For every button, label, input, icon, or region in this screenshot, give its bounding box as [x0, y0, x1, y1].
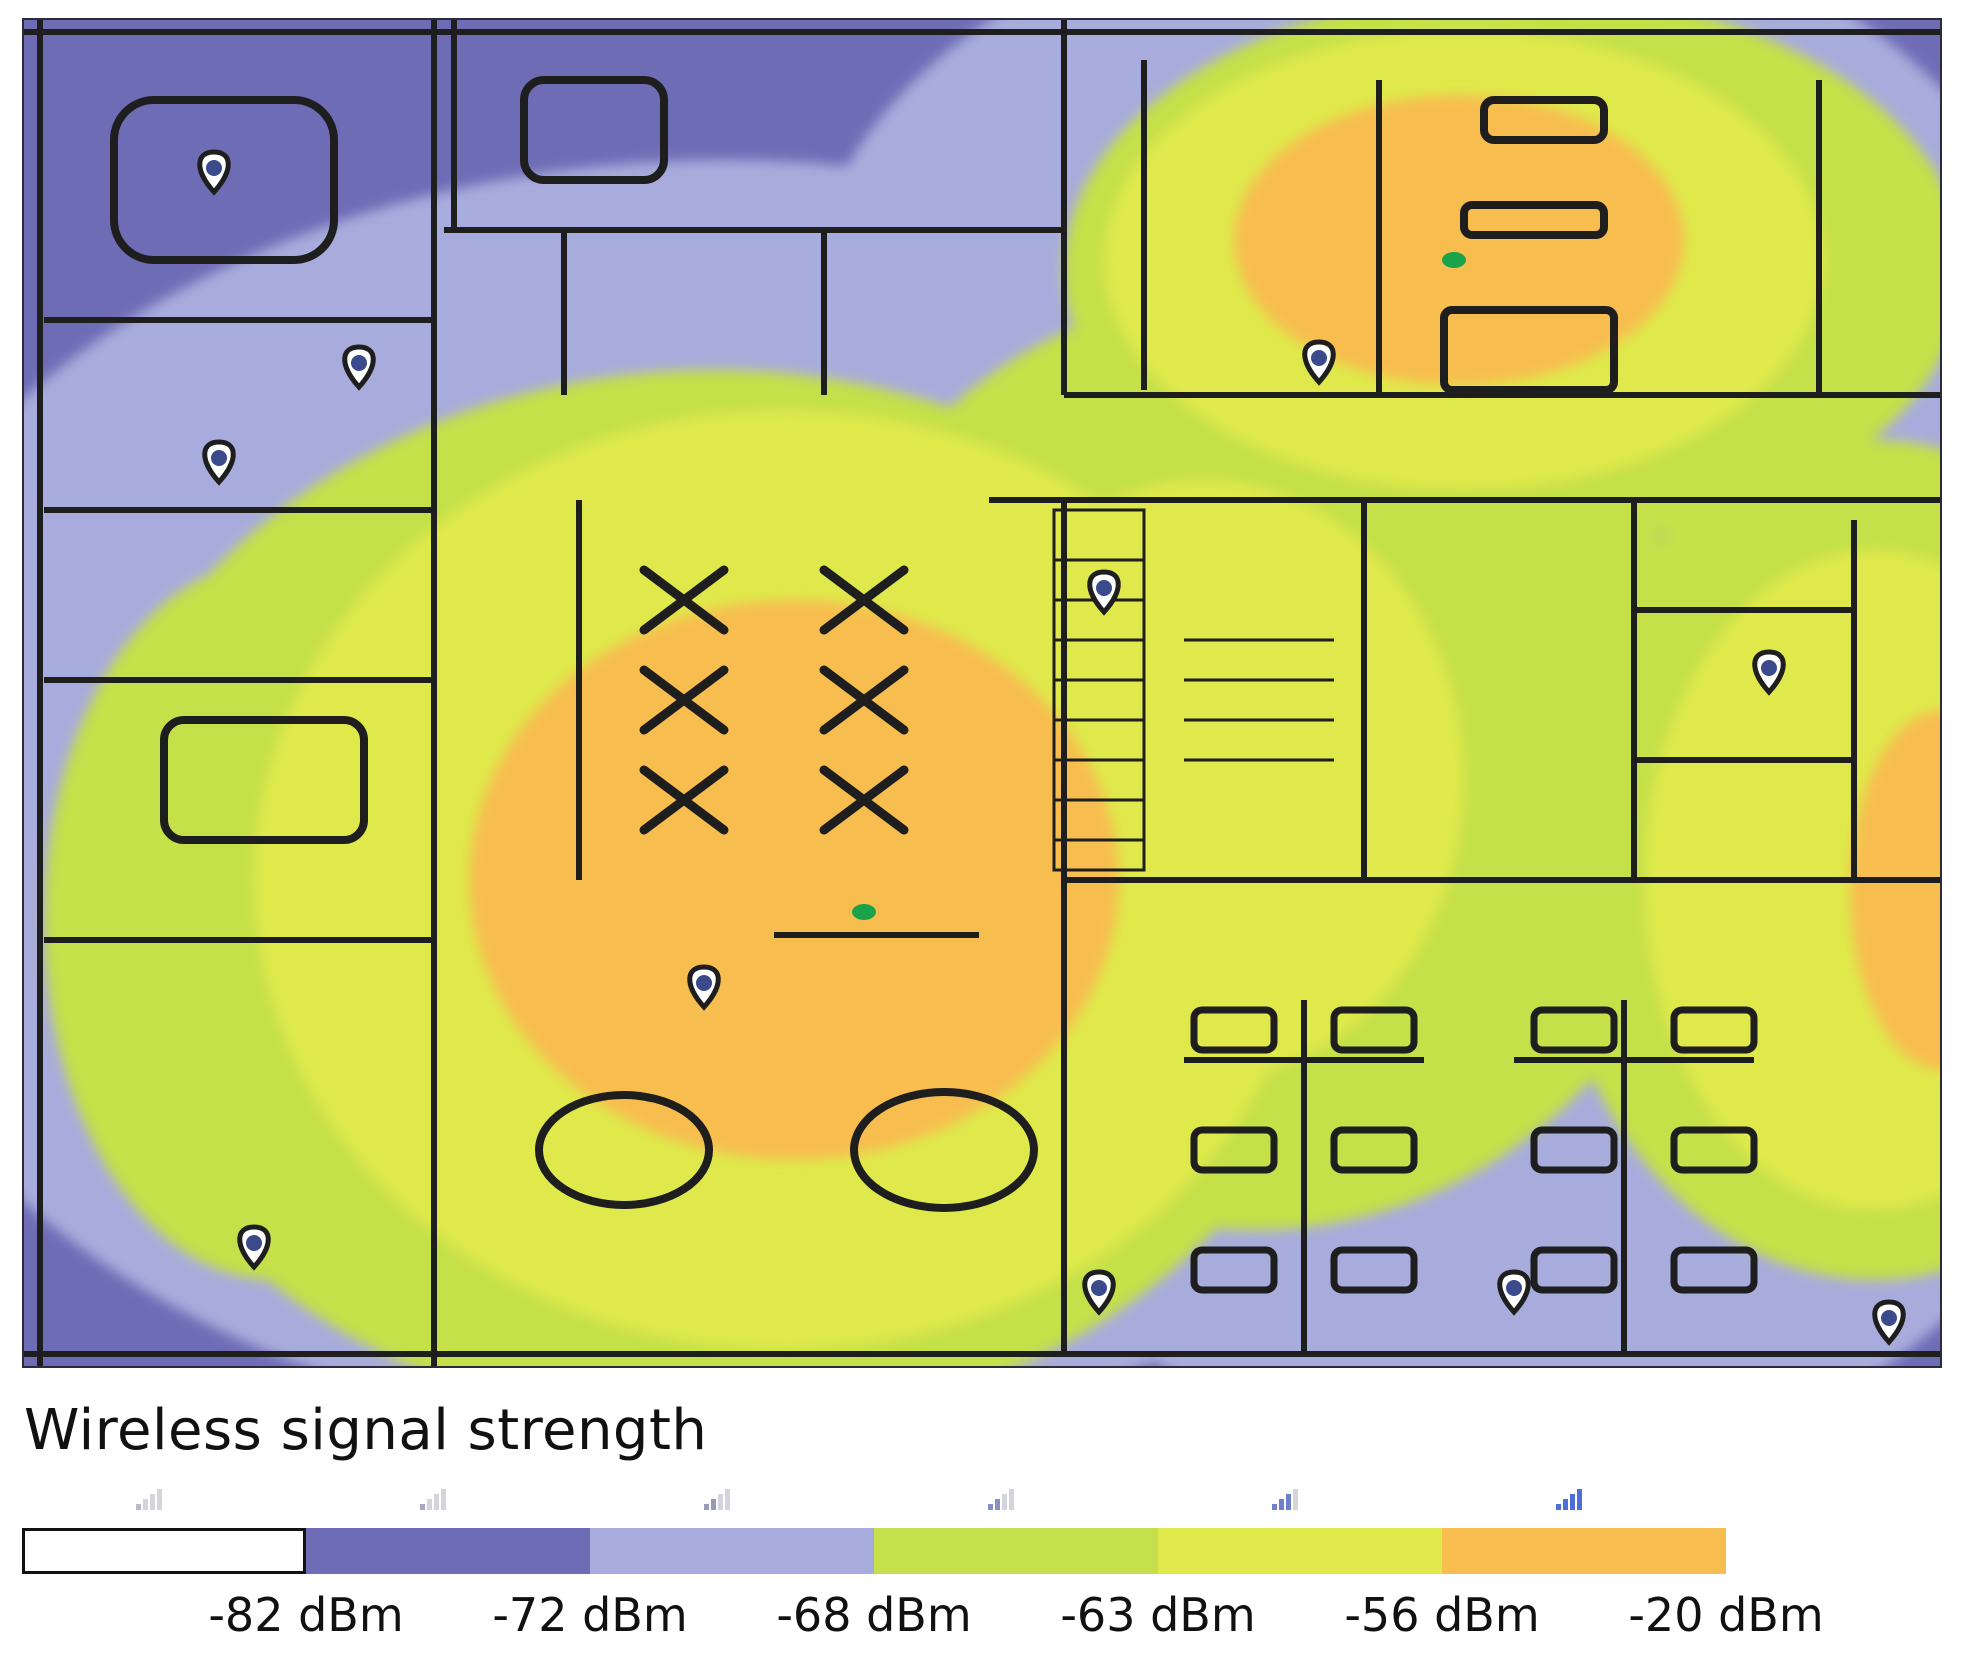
- signal-bars-icon: [1272, 1489, 1298, 1510]
- legend-threshold-label: -20 dBm: [1628, 1588, 1824, 1642]
- access-point-pin-dot: [1881, 1310, 1897, 1326]
- legend-color-swatch: [874, 1528, 1158, 1574]
- legend-threshold-label: -63 dBm: [1060, 1588, 1256, 1642]
- floor-plan-heatmap: [22, 18, 1942, 1368]
- signal-bars-icon: [420, 1489, 446, 1510]
- legend-color-swatch: [1442, 1528, 1726, 1574]
- access-point-pin-dot: [1506, 1280, 1522, 1296]
- access-point-pin-dot: [1096, 580, 1112, 596]
- desk-pods: [1190, 1006, 1758, 1294]
- legend-title: Wireless signal strength: [24, 1398, 708, 1463]
- access-point-pin-dot: [1091, 1280, 1107, 1296]
- access-point-pin-dot: [696, 975, 712, 991]
- stairwell: [1052, 508, 1334, 872]
- signal-bars-icon: [988, 1489, 1014, 1510]
- legend-threshold-label: -72 dBm: [492, 1588, 688, 1642]
- legend-threshold-label: -82 dBm: [208, 1588, 404, 1642]
- sensor-markers: [852, 252, 1466, 920]
- legend-color-swatch: [590, 1528, 874, 1574]
- signal-bars-icon: [1556, 1489, 1582, 1510]
- access-point-pins: [197, 149, 1906, 1346]
- access-point-pin-dot: [351, 355, 367, 371]
- legend-color-swatch: [306, 1528, 590, 1574]
- legend-threshold-label: -68 dBm: [776, 1588, 972, 1642]
- legend-color-swatch: [22, 1528, 306, 1574]
- heatmap-canvas: [24, 20, 1940, 1366]
- access-point-pin-dot: [1761, 660, 1777, 676]
- legend-color-swatch: [1158, 1528, 1442, 1574]
- access-point-pin-dot: [206, 160, 222, 176]
- signal-bars-icon: [704, 1489, 730, 1510]
- conference-tables: [110, 76, 1618, 1212]
- access-point-pin-dot: [211, 450, 227, 466]
- floor-plan-walls: [24, 20, 1940, 1366]
- access-point-pin-dot: [1311, 350, 1327, 366]
- access-point-pin-dot: [246, 1235, 262, 1251]
- workstation-clusters: [639, 565, 909, 835]
- legend-threshold-label: -56 dBm: [1344, 1588, 1540, 1642]
- signal-bars-icon: [136, 1489, 162, 1510]
